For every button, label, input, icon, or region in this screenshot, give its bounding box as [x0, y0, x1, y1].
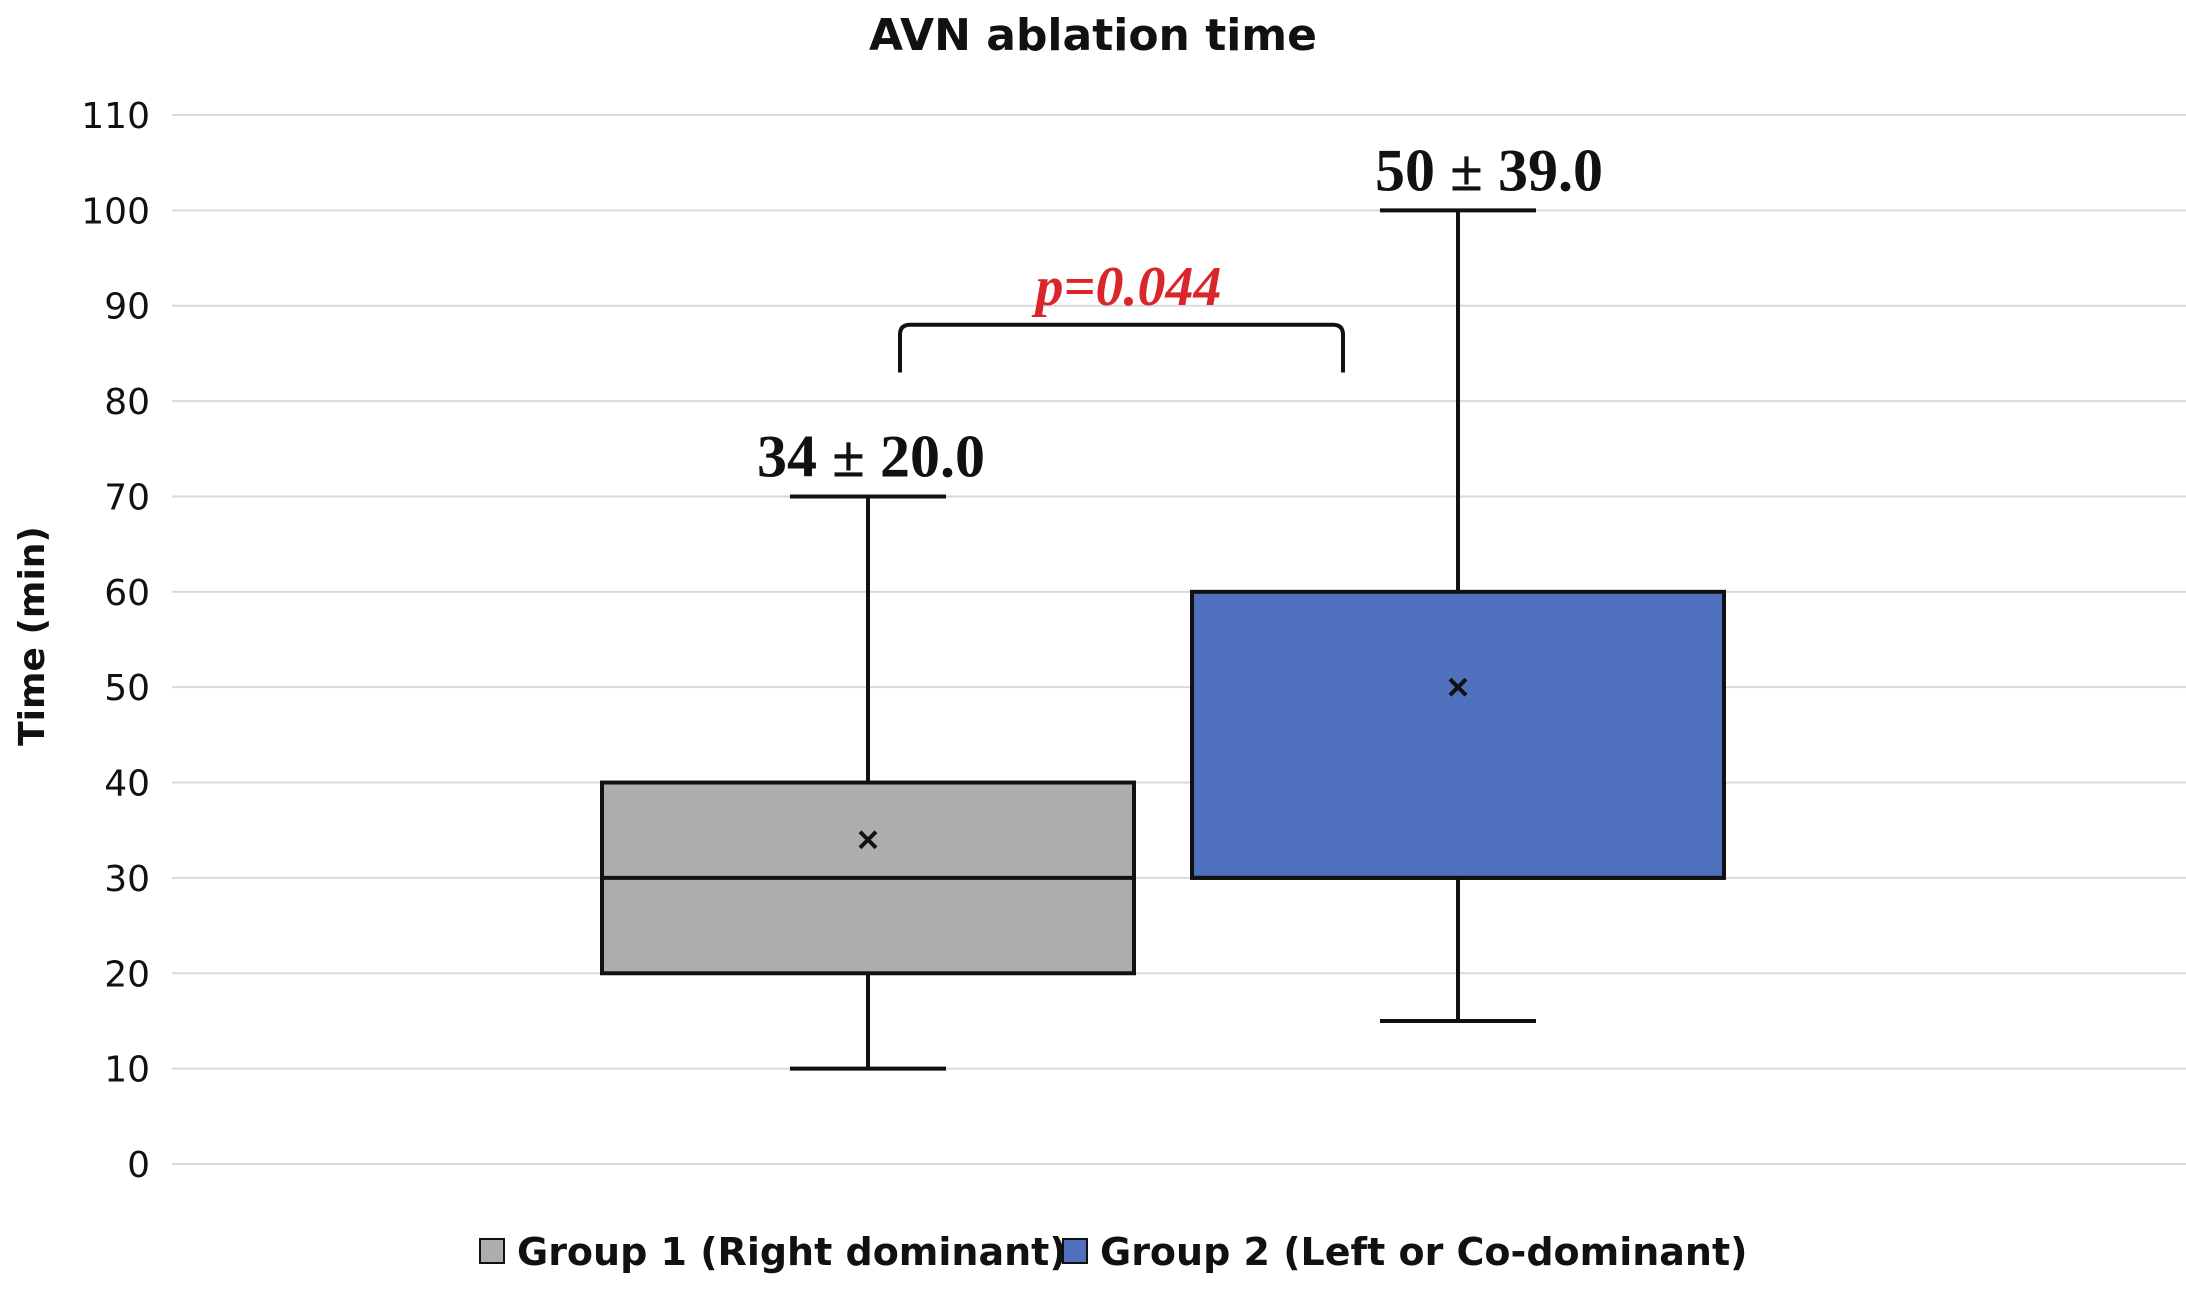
legend-swatch: [479, 1238, 505, 1264]
y-tick-label: 60: [104, 573, 150, 614]
legend-swatch: [1062, 1238, 1088, 1264]
legend-label: Group 2 (Left or Co-dominant): [1100, 1230, 1748, 1274]
y-tick-label: 100: [81, 191, 150, 232]
y-tick-label: 90: [104, 287, 150, 328]
y-tick-label: 0: [127, 1145, 150, 1186]
y-axis-label: Time (min): [12, 526, 53, 746]
box-series: 34 ± 20.0 50 ± 39.0: [600, 137, 1726, 1071]
y-axis-ticks: 0 10 20 30 40 50 60 70 80 90 100 110: [81, 96, 150, 1186]
y-tick-label: 30: [104, 859, 150, 900]
gridlines: [172, 114, 2186, 1165]
stat-label: 34 ± 20.0: [757, 423, 985, 489]
significance-bracket: [898, 322, 1345, 373]
y-tick-label: 70: [104, 477, 150, 518]
y-tick-label: 110: [81, 96, 150, 137]
stat-label: 50 ± 39.0: [1375, 137, 1603, 203]
y-tick-label: 80: [104, 382, 150, 423]
y-tick-label: 40: [104, 764, 150, 805]
significance-annotation: p=0.044: [898, 256, 1345, 373]
chart-title: AVN ablation time: [869, 10, 1317, 61]
mean-marker: [1448, 677, 1468, 697]
y-tick-label: 50: [104, 668, 150, 709]
y-tick-label: 20: [104, 954, 150, 995]
mean-marker: [858, 830, 878, 850]
y-tick-label: 10: [104, 1050, 150, 1091]
p-value-label: p=0.044: [1032, 256, 1222, 318]
box-group: 50 ± 39.0: [1190, 137, 1726, 1023]
iqr-box: [1190, 589, 1726, 880]
box-group: 34 ± 20.0: [600, 423, 1136, 1071]
legend: Group 1 (Right dominant) Group 2 (Left or…: [479, 1230, 1748, 1274]
legend-label: Group 1 (Right dominant): [517, 1230, 1067, 1274]
